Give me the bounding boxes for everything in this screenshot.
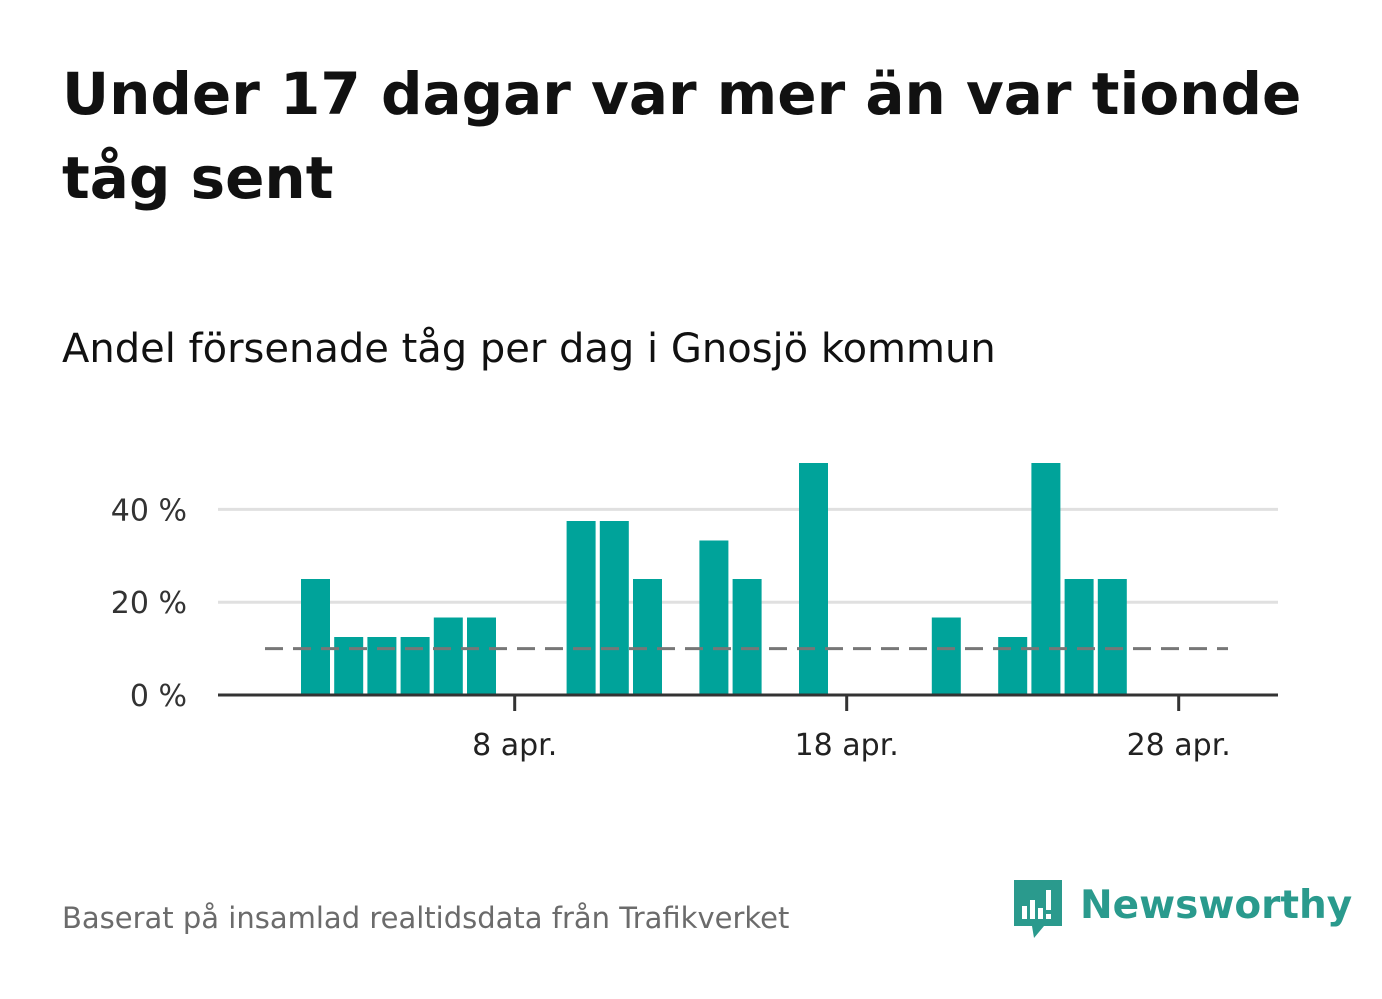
bar [998, 637, 1028, 695]
bar [732, 579, 762, 695]
bar [1031, 463, 1061, 695]
x-tick-label: 8 apr. [472, 728, 557, 763]
bar [566, 521, 596, 695]
bar [367, 637, 397, 695]
y-tick-label: 40 % [111, 493, 187, 528]
x-tick-label: 28 apr. [1127, 728, 1231, 763]
bar [799, 463, 828, 695]
bar [433, 617, 463, 695]
bar [1097, 579, 1127, 695]
y-tick-label: 20 % [111, 586, 187, 621]
axes: 0 % 20 % 40 % 8 apr. 18 apr. 28 apr. [111, 493, 1278, 763]
bars [301, 463, 1127, 695]
source-note: Baserat på insamlad realtidsdata från Tr… [62, 901, 790, 935]
y-tick-label: 0 % [130, 679, 187, 714]
bar [633, 579, 662, 695]
newsworthy-logo[interactable]: Newsworthy [1010, 876, 1352, 942]
bar [400, 637, 430, 695]
bar [699, 540, 729, 695]
chart-subtitle: Andel försenade tåg per dag i Gnosjö kom… [62, 326, 996, 372]
chart-headline: Under 17 dagar var mer än var tionde tåg… [62, 60, 1302, 212]
bar [1064, 579, 1094, 695]
bar [599, 521, 629, 695]
bar-chart-speech-bubble-icon [1014, 880, 1062, 938]
bar [301, 579, 330, 695]
bar [334, 637, 364, 695]
bar-chart: 0 % 20 % 40 % 8 apr. 18 apr. 28 apr. [111, 463, 1278, 763]
bar [467, 617, 496, 695]
x-tick-label: 18 apr. [795, 728, 899, 763]
bar [931, 617, 961, 695]
logo-text: Newsworthy [1080, 883, 1353, 928]
